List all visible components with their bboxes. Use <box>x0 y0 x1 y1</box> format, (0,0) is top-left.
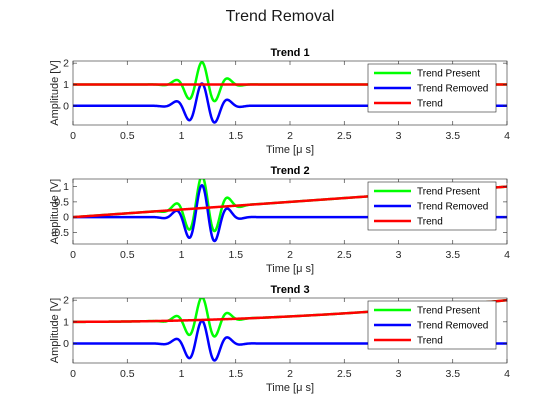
legend-label: Trend <box>417 336 443 347</box>
legend-label: Trend Removed <box>417 84 488 95</box>
y-tick-label: 1 <box>63 79 69 91</box>
legend-label: Trend Present <box>417 69 480 80</box>
legend-label: Trend Removed <box>417 202 488 213</box>
x-tick-label: 2.5 <box>337 130 352 142</box>
y-tick-label: 1 <box>63 181 69 193</box>
y-axis-label: Amplitude [V] <box>49 179 61 244</box>
panel-title: Trend 1 <box>270 47 309 59</box>
x-tick-label: 2.5 <box>337 368 352 380</box>
x-tick-label: 0 <box>70 368 76 380</box>
chart-panel-1: 0 0.5 1 1.5 2 2.5 3 3.5 4 0 1 2 Trend 1 Time [μ s] Amp… <box>49 47 510 156</box>
x-tick-label: 4 <box>504 130 510 142</box>
y-tick-label: 1 <box>63 316 69 328</box>
x-tick-label: 2 <box>287 368 293 380</box>
y-tick-label: 0.5 <box>54 196 69 208</box>
panel-title: Trend 2 <box>270 165 309 177</box>
x-axis-label: Time [μ s] <box>266 263 314 275</box>
legend: Trend Present Trend Removed Trend <box>367 63 497 113</box>
x-tick-label: 3.5 <box>445 368 460 380</box>
y-tick-label: 2 <box>63 295 69 307</box>
x-tick-label: 0.5 <box>120 368 135 380</box>
x-tick-label: 3 <box>396 249 402 261</box>
x-tick-label: 1 <box>179 368 185 380</box>
y-tick-label: 0 <box>63 100 69 112</box>
x-tick-label: 0.5 <box>120 249 135 261</box>
y-tick-label: -0.5 <box>51 227 69 239</box>
legend-label: Trend Removed <box>417 321 488 332</box>
y-tick-label: 0 <box>63 338 69 350</box>
x-tick-label: 1 <box>179 130 185 142</box>
x-tick-label: 3 <box>396 130 402 142</box>
legend-label: Trend Present <box>417 187 480 198</box>
y-axis-label: Amplitude [V] <box>49 60 61 125</box>
chart-panel-3: 0 0.5 1 1.5 2 2.5 3 3.5 4 0 1 2 Trend 3 Time [μ s] Amp… <box>49 284 510 394</box>
x-tick-label: 3.5 <box>445 249 460 261</box>
legend-label: Trend <box>417 217 443 228</box>
figure-title: Trend Removal <box>225 8 335 25</box>
y-axis-label: Amplitude [V] <box>49 298 61 363</box>
x-axis-label: Time [μ s] <box>266 144 314 156</box>
x-tick-label: 3 <box>396 368 402 380</box>
legend-label: Trend <box>417 99 443 110</box>
x-tick-label: 3.5 <box>445 130 460 142</box>
x-tick-label: 0 <box>70 130 76 142</box>
x-tick-label: 2.5 <box>337 249 352 261</box>
x-tick-label: 1.5 <box>228 368 243 380</box>
panel-title: Trend 3 <box>270 284 309 296</box>
y-tick-label: 0 <box>63 212 69 224</box>
x-tick-label: 1.5 <box>228 130 243 142</box>
legend: Trend Present Trend Removed Trend <box>367 300 497 350</box>
x-tick-label: 4 <box>504 368 510 380</box>
legend-label: Trend Present <box>417 306 480 317</box>
x-tick-label: 1.5 <box>228 249 243 261</box>
x-tick-label: 1 <box>179 249 185 261</box>
x-axis-label: Time [μ s] <box>266 382 314 394</box>
legend: Trend Present Trend Removed Trend <box>367 181 497 231</box>
x-tick-label: 2 <box>287 130 293 142</box>
x-tick-label: 4 <box>504 249 510 261</box>
x-tick-label: 2 <box>287 249 293 261</box>
x-tick-label: 0.5 <box>120 130 135 142</box>
x-tick-label: 0 <box>70 249 76 261</box>
y-tick-label: 2 <box>63 58 69 70</box>
